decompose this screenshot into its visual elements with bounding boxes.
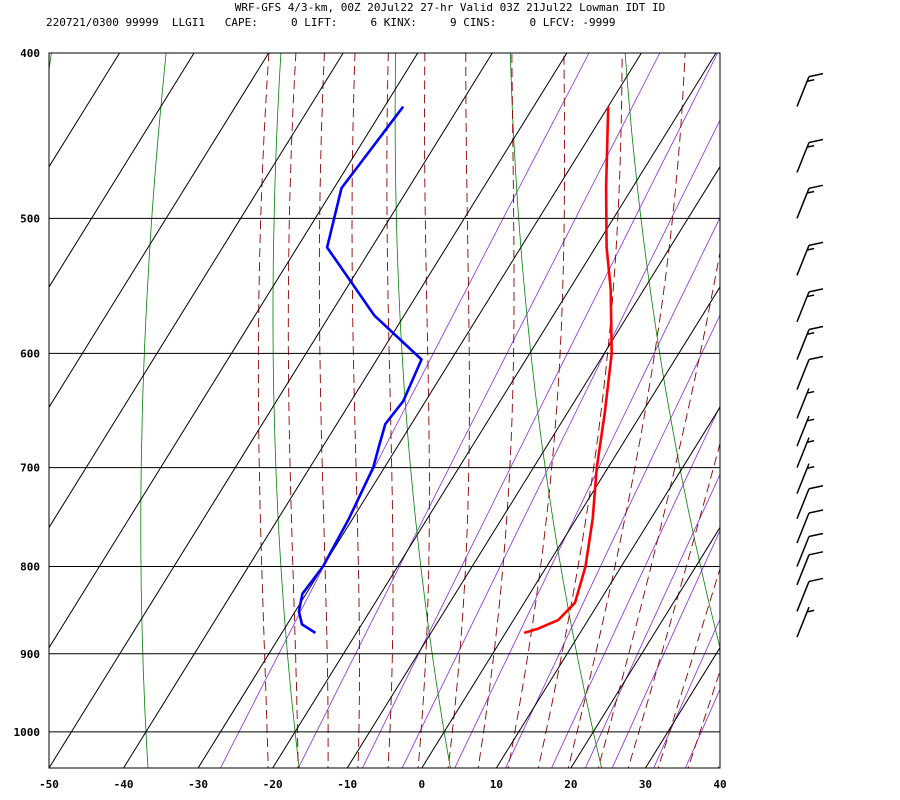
pressure-tick-label: 400 xyxy=(20,47,40,60)
temperature-tick-label: -50 xyxy=(39,778,59,791)
isotherm-line xyxy=(570,526,720,768)
temperature-tick-label: -10 xyxy=(337,778,357,791)
temperature-tick-label: 0 xyxy=(418,778,425,791)
temperature-tick-label: -20 xyxy=(263,778,283,791)
moist-adiabat-line xyxy=(417,53,430,768)
isotherm-line xyxy=(49,53,270,409)
pressure-tick-label: 600 xyxy=(20,347,40,360)
temperature-profile-line xyxy=(523,106,614,635)
wind-barb xyxy=(796,606,815,638)
moist-adiabat-line xyxy=(447,53,470,768)
isotherm-line xyxy=(123,53,568,768)
moist-adiabat-line xyxy=(627,441,720,768)
wind-barb xyxy=(796,437,815,468)
wind-barb xyxy=(796,532,824,567)
temperature-tick-label: 10 xyxy=(490,778,503,791)
pressure-tick-label: 900 xyxy=(20,648,40,661)
pressure-tick-label: 700 xyxy=(20,462,40,475)
moist-adiabat-line xyxy=(477,53,515,768)
dry-adiabat-line xyxy=(740,53,900,768)
isotherm-line xyxy=(346,165,720,768)
temperature-tick-label: -30 xyxy=(188,778,208,791)
moist-adiabat-line xyxy=(717,760,720,768)
isotherm-line xyxy=(272,53,717,768)
temperature-tick-label: -40 xyxy=(114,778,134,791)
diagram-grid xyxy=(49,53,900,775)
pressure-tick-label: 800 xyxy=(20,561,40,574)
wind-barb xyxy=(796,72,824,107)
mixing-ratio-line xyxy=(362,53,718,768)
wind-barb xyxy=(796,388,815,419)
mixing-ratio-line xyxy=(551,405,720,768)
isotherm-line xyxy=(495,406,720,768)
pressure-tick-label: 1000 xyxy=(14,726,41,739)
moist-adiabat-line xyxy=(507,53,565,768)
isotherm-line xyxy=(49,53,493,768)
wind-barb xyxy=(796,355,824,390)
wind-barb xyxy=(796,325,824,360)
mixing-ratio-line xyxy=(653,618,720,768)
dry-adiabat-line xyxy=(140,53,167,768)
mixing-ratio-line xyxy=(585,473,720,768)
wind-barb xyxy=(796,184,824,219)
temperature-tick-label: 40 xyxy=(713,778,726,791)
isotherm-line xyxy=(49,53,344,529)
wind-barbs xyxy=(796,72,824,638)
wind-barb xyxy=(796,463,815,494)
moist-adiabat-line xyxy=(287,53,299,768)
moist-adiabat-line xyxy=(687,669,720,768)
dry-adiabat-line xyxy=(855,53,900,768)
dry-adiabat-line xyxy=(624,53,720,650)
wind-barb xyxy=(796,288,824,323)
moist-adiabat-line xyxy=(597,249,720,768)
isotherm-line xyxy=(197,53,642,768)
moist-adiabat-line xyxy=(657,567,720,768)
isotherm-line xyxy=(49,53,195,288)
isotherm-line xyxy=(645,646,720,768)
mixing-ratio-line xyxy=(611,529,720,768)
wind-barb xyxy=(796,138,824,173)
dry-adiabat-line xyxy=(272,53,300,768)
dry-adiabat-line xyxy=(394,53,451,768)
wind-barb xyxy=(796,509,824,544)
temperature-tick-label: 20 xyxy=(564,778,577,791)
header-line-2: 220721/0300 99999 LLGI1 CAPE: 0 LIFT: 6 … xyxy=(46,16,616,29)
moist-adiabat-line xyxy=(257,53,270,768)
wind-barb xyxy=(796,484,824,519)
moist-adiabat-line xyxy=(746,53,900,775)
mixing-ratio-line xyxy=(298,53,661,768)
isotherm-line xyxy=(421,286,720,768)
temperature-tick-label: 30 xyxy=(639,778,652,791)
mixing-ratio-line xyxy=(454,216,720,768)
wind-barb xyxy=(796,241,824,276)
moist-adiabat-line xyxy=(351,53,360,768)
wind-barb xyxy=(796,551,824,586)
tick-labels: 400 500 600 700 800 900 1000 -50 -40 -30 -20 -10 0 10… xyxy=(14,47,727,791)
mixing-ratio-line xyxy=(401,119,720,768)
pressure-tick-label: 500 xyxy=(20,212,40,225)
isotherm-line xyxy=(49,53,419,649)
moist-adiabat-line xyxy=(567,53,686,768)
header-line-1: WRF-GFS 4/3-km, 00Z 20Jul22 27-hr Valid … xyxy=(235,1,665,14)
wind-barb xyxy=(796,415,815,447)
isotherm-line xyxy=(49,53,120,168)
moist-adiabat-line xyxy=(318,53,329,768)
plot-frame xyxy=(48,52,721,769)
wind-barb xyxy=(796,577,824,612)
isotherm-line xyxy=(719,767,720,768)
mixing-ratio-line xyxy=(505,314,720,768)
dewpoint-profile-line xyxy=(297,105,423,634)
profile-lines xyxy=(297,105,614,635)
